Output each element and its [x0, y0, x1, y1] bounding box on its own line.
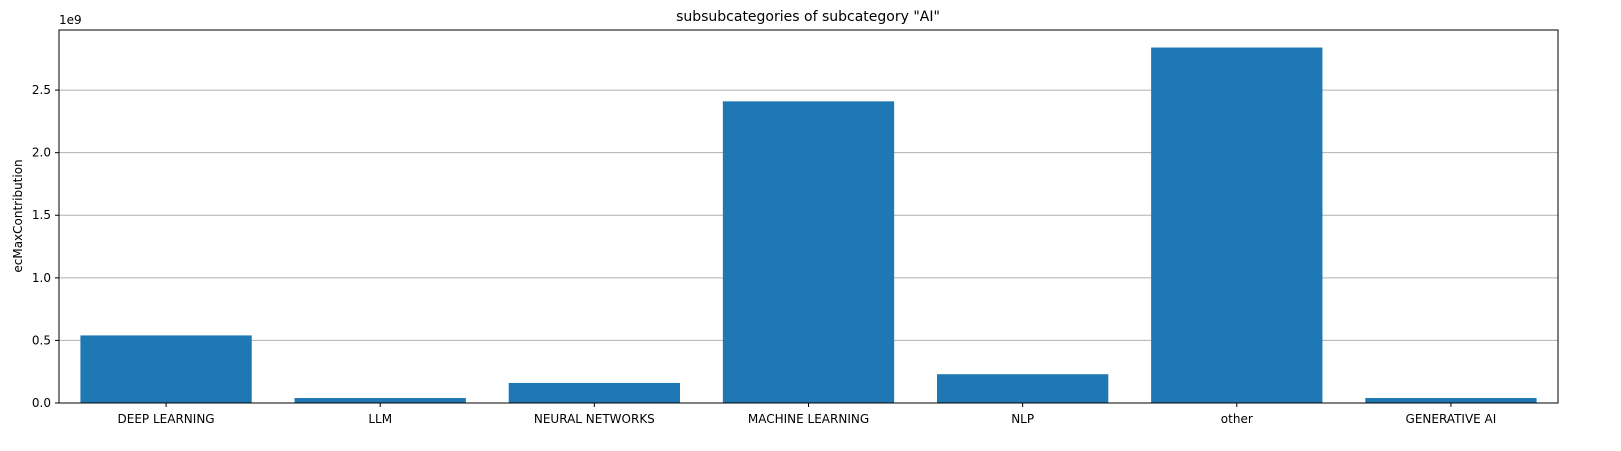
bar	[508, 382, 681, 403]
y-axis-title: ecMaxContribution	[11, 159, 25, 272]
bar	[294, 397, 466, 403]
y-tick-label: 2.0	[32, 146, 51, 160]
bar	[1151, 47, 1323, 403]
bars	[80, 47, 1537, 403]
x-tick-label: LLM	[368, 412, 392, 426]
x-axis-ticks: DEEP LEARNING LLM NEURAL NETWORKS MACHINE L…	[118, 403, 1497, 426]
x-tick-label: MACHINE LEARNING	[748, 412, 869, 426]
y-tick-label: 0.0	[32, 396, 51, 410]
x-tick-label: other	[1221, 412, 1253, 426]
y-axis-ticks: 0.0 0.5 1.0 1.5 2.0 2.5	[32, 83, 59, 410]
bar	[80, 335, 252, 403]
x-tick-label: DEEP LEARNING	[118, 412, 215, 426]
x-tick-label: NLP	[1011, 412, 1034, 426]
y-tick-label: 2.5	[32, 83, 51, 97]
y-axis-multiplier: 1e9	[59, 13, 82, 27]
y-tick-label: 0.5	[32, 333, 51, 347]
y-tick-label: 1.5	[32, 208, 51, 222]
bar	[722, 101, 895, 403]
bar	[936, 374, 1109, 403]
x-tick-label: NEURAL NETWORKS	[534, 412, 655, 426]
chart-title: subsubcategories of subcategory "AI"	[676, 9, 940, 25]
y-tick-label: 1.0	[32, 271, 51, 285]
x-tick-label: GENERATIVE AI	[1406, 412, 1497, 426]
bar	[1365, 397, 1537, 403]
